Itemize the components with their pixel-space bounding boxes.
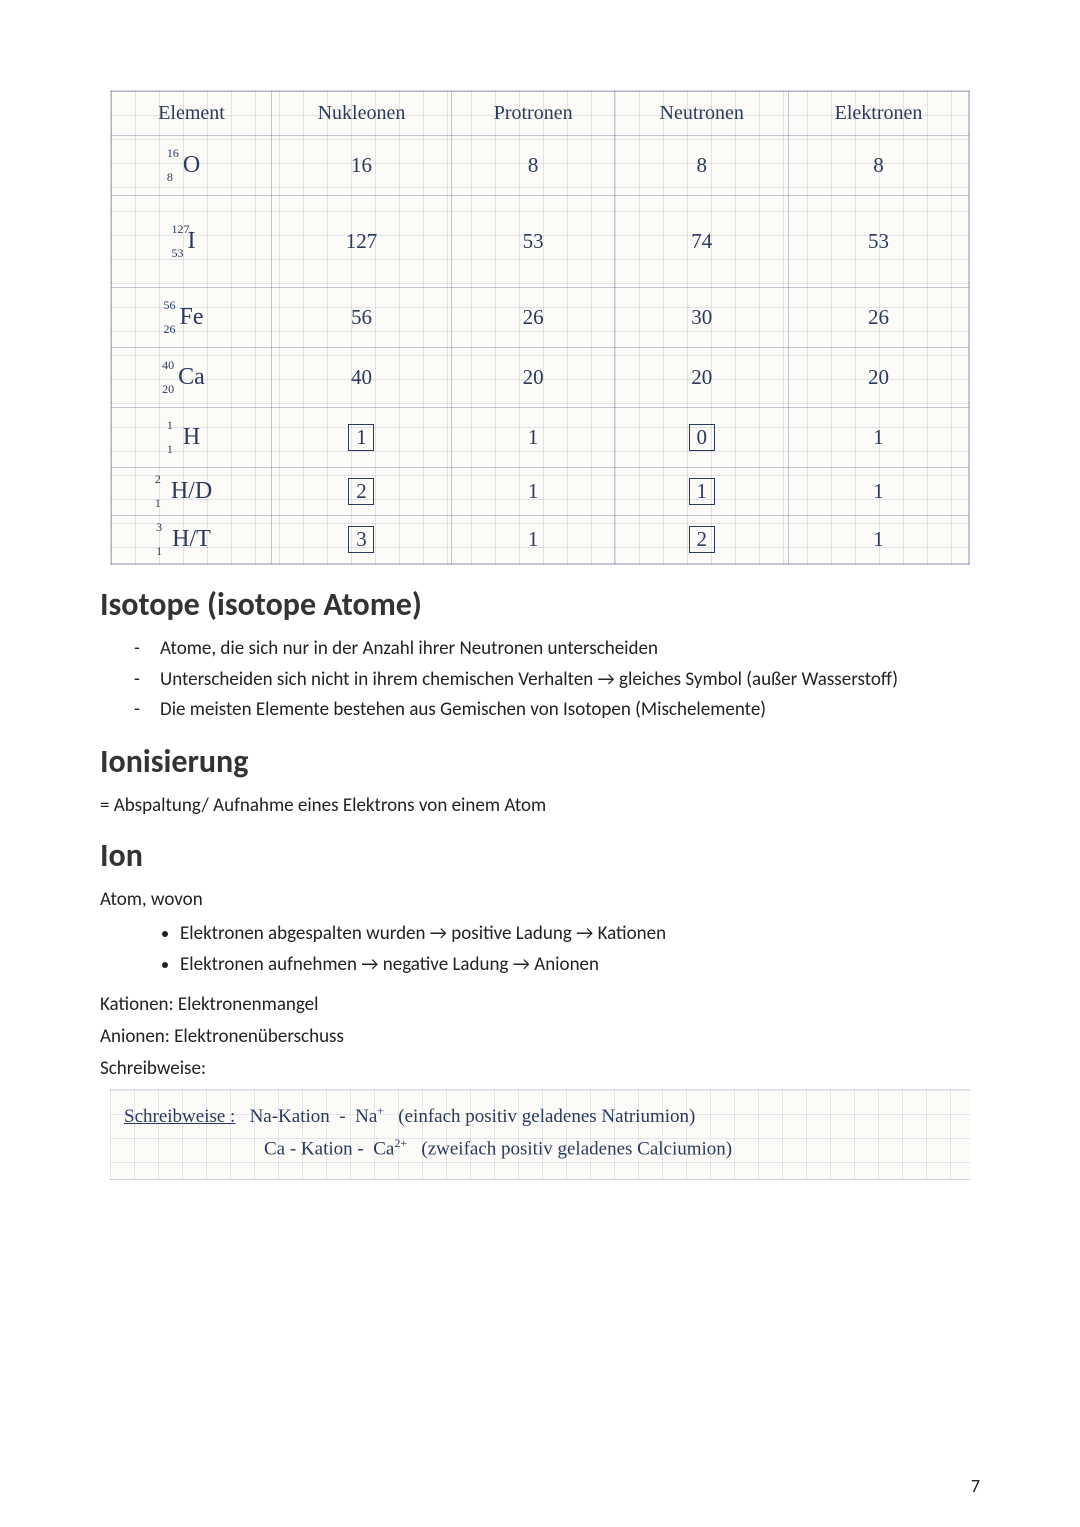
notation-na: Na	[355, 1106, 377, 1127]
heading-ionisierung: Ionisierung	[100, 742, 980, 781]
heading-isotope: Isotope (isotope Atome)	[100, 585, 980, 624]
notation-na-desc: (einfach positiv geladenes Natriumion)	[398, 1106, 695, 1127]
col-nukleonen: Nukleonen	[272, 92, 452, 136]
cell-protonen: 53	[451, 196, 614, 288]
list-item: Atome, die sich nur in der Anzahl ihrer …	[160, 636, 980, 663]
cell-neutronen: 8	[615, 136, 789, 196]
notation-na-kation: Na-Kation	[250, 1106, 330, 1127]
isotope-list: Atome, die sich nur in der Anzahl ihrer …	[100, 636, 980, 724]
cell-element: 3H/T1	[112, 516, 272, 564]
cell-elektronen: 1	[789, 516, 969, 564]
element-table-grid: Element Nukleonen Protronen Neutronen El…	[111, 91, 969, 564]
cell-nukleonen: 3	[272, 516, 452, 564]
cell-nukleonen: 16	[272, 136, 452, 196]
cell-elektronen: 1	[789, 408, 969, 468]
cell-elektronen: 26	[789, 288, 969, 348]
table-row: 127I53127537453	[112, 196, 969, 288]
cell-protonen: 20	[451, 348, 614, 408]
cell-element: 40Ca20	[112, 348, 272, 408]
col-element: Element	[112, 92, 272, 136]
cell-protonen: 1	[451, 408, 614, 468]
heading-ion: Ion	[100, 836, 980, 875]
cell-protonen: 1	[451, 468, 614, 516]
element-table: Element Nukleonen Protronen Neutronen El…	[110, 90, 970, 565]
cell-protonen: 26	[451, 288, 614, 348]
notation-ca: Ca	[373, 1138, 394, 1159]
table-row: 3H/T13121	[112, 516, 969, 564]
list-item: Die meisten Elemente bestehen aus Gemisc…	[160, 697, 980, 724]
page-number: 7	[971, 1475, 980, 1497]
cell-elektronen: 20	[789, 348, 969, 408]
cell-element: 1H1	[112, 408, 272, 468]
kationen-text: Kationen: Elektronenmangel	[100, 992, 980, 1018]
col-protronen: Protronen	[451, 92, 614, 136]
cell-elektronen: 8	[789, 136, 969, 196]
cell-elektronen: 53	[789, 196, 969, 288]
cell-element: 2H/D1	[112, 468, 272, 516]
cell-neutronen: 74	[615, 196, 789, 288]
schreibweise-label: Schreibweise:	[100, 1056, 980, 1082]
table-row: 16O816888	[112, 136, 969, 196]
cell-nukleonen: 56	[272, 288, 452, 348]
cell-elektronen: 1	[789, 468, 969, 516]
anionen-text: Anionen: Elektronenüberschuss	[100, 1024, 980, 1050]
col-neutronen: Neutronen	[615, 92, 789, 136]
notation-na-charge: +	[377, 1103, 384, 1117]
cell-neutronen: 30	[615, 288, 789, 348]
cell-neutronen: 1	[615, 468, 789, 516]
list-item: Elektronen aufnehmen → negative Ladung →…	[180, 952, 980, 979]
cell-neutronen: 20	[615, 348, 789, 408]
cell-element: 127I53	[112, 196, 272, 288]
cell-nukleonen: 127	[272, 196, 452, 288]
table-row: 56Fe2656263026	[112, 288, 969, 348]
list-item: Elektronen abgespalten wurden → positive…	[180, 921, 980, 948]
table-header-row: Element Nukleonen Protronen Neutronen El…	[112, 92, 969, 136]
cell-nukleonen: 2	[272, 468, 452, 516]
table-row: 1H11101	[112, 408, 969, 468]
ion-intro: Atom, wovon	[100, 887, 980, 913]
notation-ca-kation: Ca - Kation	[264, 1138, 353, 1159]
ionisierung-def: = Abspaltung/ Aufnahme eines Elektrons v…	[100, 793, 980, 819]
cell-protonen: 1	[451, 516, 614, 564]
notation-prefix: Schreibweise :	[124, 1106, 235, 1127]
cell-protonen: 8	[451, 136, 614, 196]
cell-nukleonen: 40	[272, 348, 452, 408]
table-row: 2H/D12111	[112, 468, 969, 516]
list-item: Unterscheiden sich nicht in ihrem chemis…	[160, 667, 980, 694]
notation-ca-desc: (zweifach positiv geladenes Calciumion)	[421, 1138, 732, 1159]
col-elektronen: Elektronen	[789, 92, 969, 136]
cell-element: 56Fe26	[112, 288, 272, 348]
table-row: 40Ca2040202020	[112, 348, 969, 408]
notation-ca-charge: 2+	[394, 1136, 407, 1150]
schreibweise-handwritten: Schreibweise : Na-Kation - Na+ (einfach …	[110, 1089, 970, 1180]
cell-neutronen: 2	[615, 516, 789, 564]
cell-element: 16O8	[112, 136, 272, 196]
ion-list: Elektronen abgespalten wurden → positive…	[100, 921, 980, 978]
cell-nukleonen: 1	[272, 408, 452, 468]
cell-neutronen: 0	[615, 408, 789, 468]
